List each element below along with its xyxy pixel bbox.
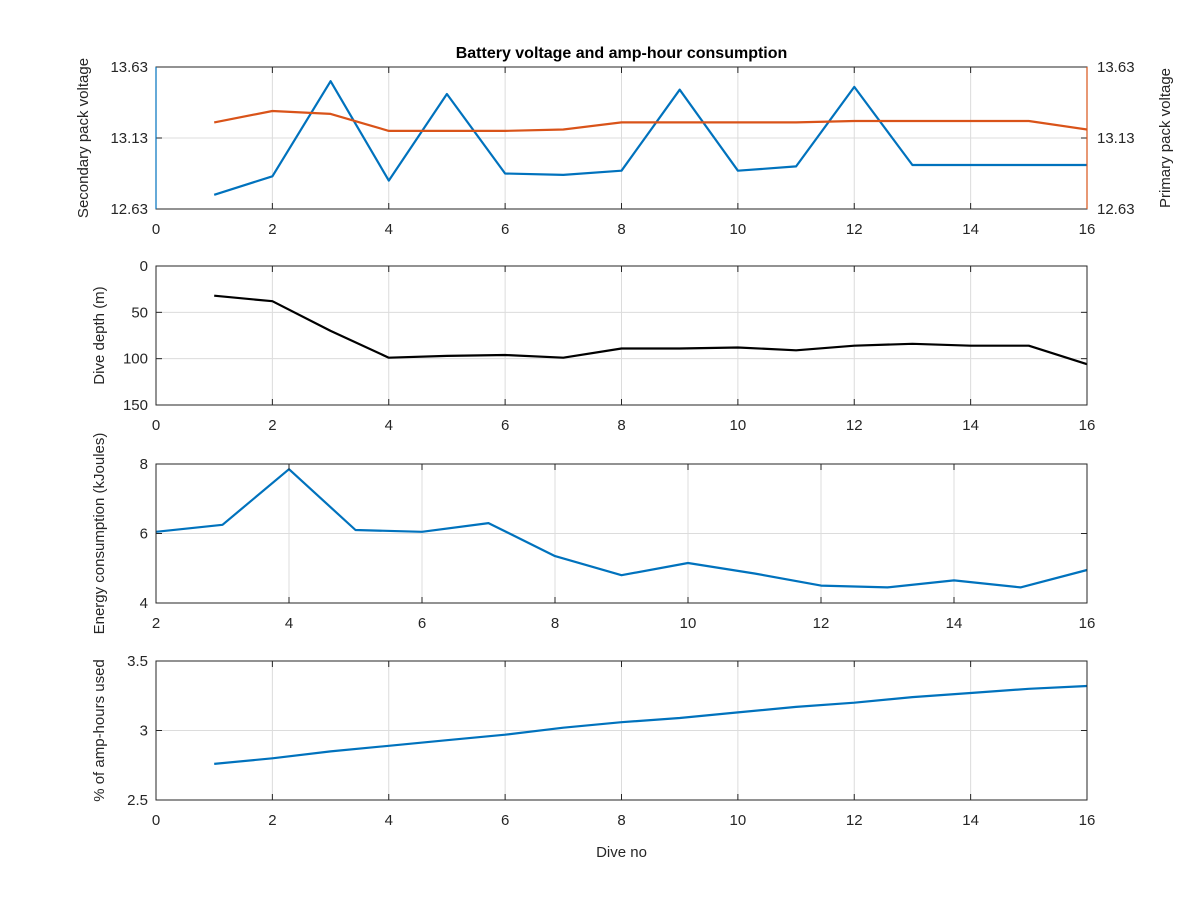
series-line-1: [155, 468, 1088, 589]
x-tick-label: 10: [680, 615, 697, 632]
y-tick-label: 12.63: [110, 201, 148, 218]
x-tick-label: 8: [617, 812, 625, 829]
x-tick-label: 12: [846, 221, 863, 238]
series-line-1: [213, 80, 1087, 196]
y-axis-label-right: Primary pack voltage: [1157, 68, 1174, 208]
x-tick-label: 4: [385, 417, 393, 434]
y-axis-label: Secondary pack voltage: [75, 58, 92, 218]
x-tick-label: 0: [152, 221, 160, 238]
y-axis-label: % of amp-hours used: [91, 659, 108, 802]
x-tick-label: 8: [617, 417, 625, 434]
x-tick-label: 16: [1079, 221, 1096, 238]
x-tick-label: 12: [813, 615, 830, 632]
y-tick-label: 150: [123, 397, 148, 414]
y-tick-label: 3: [140, 723, 148, 740]
x-tick-label: 4: [285, 615, 293, 632]
series-line-1: [214, 294, 1088, 366]
chart-panel-4: 0 2 4 6 8 10 12 14 16 2.5 3 3.5 % of amp-hours used D…: [91, 653, 1095, 861]
x-tick-label: 6: [501, 221, 509, 238]
x-tick-label: 12: [846, 417, 863, 434]
y-right-tick-label: 13.13: [1097, 130, 1135, 147]
x-tick-label: 0: [152, 417, 160, 434]
chart-panel-2: 0 2 4 6 8 10 12 14 16 0 50 100 150 Dive depth (m): [91, 258, 1095, 434]
x-tick-label: 14: [962, 812, 979, 829]
y-tick-label: 6: [140, 526, 148, 543]
y-tick-label: 100: [123, 351, 148, 368]
x-tick-label: 14: [946, 615, 963, 632]
x-tick-label: 12: [846, 812, 863, 829]
x-tick-label: 6: [501, 812, 509, 829]
x-tick-label: 6: [418, 615, 426, 632]
chart-panel-1: 0 2 4 6 8 10 12 14 1612.6313.1313.6312.6313.1313…: [75, 45, 1174, 238]
x-tick-label: 4: [385, 221, 393, 238]
x-tick-label: 14: [962, 417, 979, 434]
x-tick-label: 16: [1079, 615, 1096, 632]
x-tick-label: 2: [268, 417, 276, 434]
series-line-1: [214, 684, 1088, 765]
x-tick-label: 4: [385, 812, 393, 829]
y-tick-label: 4: [140, 595, 148, 612]
x-axis-label: Dive no: [596, 844, 647, 861]
x-tick-label: 8: [617, 221, 625, 238]
y-right-tick-label: 13.63: [1097, 59, 1135, 76]
x-tick-label: 0: [152, 812, 160, 829]
y-tick-label: 3.5: [127, 653, 148, 670]
x-tick-label: 16: [1079, 812, 1096, 829]
x-tick-label: 8: [551, 615, 559, 632]
y-tick-label: 50: [131, 304, 148, 321]
x-tick-label: 10: [730, 221, 747, 238]
series-line-2: [213, 109, 1088, 132]
x-tick-label: 14: [962, 221, 979, 238]
y-axis-label: Energy consumption (kJoules): [91, 433, 108, 635]
x-tick-label: 16: [1079, 417, 1096, 434]
x-tick-label: 10: [730, 812, 747, 829]
y-tick-label: 0: [140, 258, 148, 275]
y-right-tick-label: 12.63: [1097, 201, 1135, 218]
y-tick-label: 13.63: [110, 59, 148, 76]
y-tick-label: 13.13: [110, 130, 148, 147]
y-axis-label: Dive depth (m): [91, 286, 108, 384]
x-tick-label: 2: [268, 221, 276, 238]
x-tick-label: 6: [501, 417, 509, 434]
x-tick-label: 2: [152, 615, 160, 632]
y-tick-label: 8: [140, 456, 148, 473]
chart-title: Battery voltage and amp-hour consumption: [456, 45, 788, 62]
y-tick-label: 2.5: [127, 792, 148, 809]
x-tick-label: 10: [730, 417, 747, 434]
x-tick-label: 2: [268, 812, 276, 829]
